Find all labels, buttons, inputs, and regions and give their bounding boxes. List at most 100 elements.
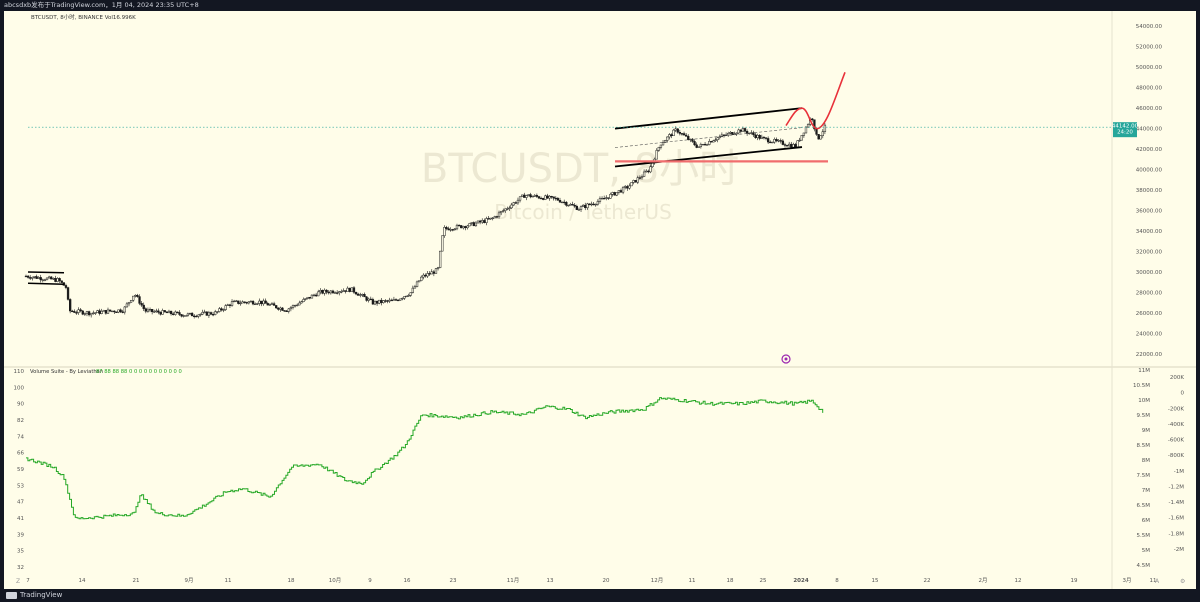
- price-tick-label: 52000.00: [1136, 45, 1163, 51]
- candle-body: [674, 128, 677, 131]
- volume-right2-tick-label: -1.8M: [1169, 531, 1185, 537]
- volume-right-tick-label: 7M: [1142, 488, 1150, 494]
- candle-body: [228, 304, 232, 306]
- candle-body: [350, 287, 354, 292]
- volume-right-tick-label: 7.5M: [1137, 473, 1151, 479]
- candle-body: [230, 301, 234, 306]
- candle-body: [514, 202, 518, 204]
- volume-right-tick-label: 10.5M: [1133, 383, 1150, 389]
- candle-body: [182, 315, 185, 317]
- candle-body: [81, 310, 84, 315]
- candle-body: [388, 299, 391, 302]
- candle-body: [169, 310, 173, 315]
- time-axis[interactable]: 7 14 21 9月 11 18 10月 9 16 23 11月 13 20 12月 11 18 25 2024 8…: [26, 577, 1156, 584]
- candle-body: [323, 289, 326, 294]
- candle-body: [144, 308, 147, 312]
- volume-line-group: [26, 397, 824, 520]
- candle-body: [243, 301, 246, 303]
- left-range-top-line: [27, 271, 65, 274]
- candle-body: [331, 290, 335, 294]
- tradingview-logo-icon: [6, 592, 17, 599]
- candle-body: [424, 274, 427, 277]
- watermark-sub: Bitcoin / TetherUS: [494, 200, 672, 224]
- channel-upper-line: [614, 107, 803, 130]
- candle-body: [758, 135, 761, 139]
- volume-left-tick-label: 110: [14, 369, 25, 375]
- target-icon[interactable]: [781, 354, 791, 364]
- candle-body: [409, 292, 412, 296]
- candle-body: [676, 128, 679, 133]
- candle-body: [420, 276, 423, 281]
- volume-indicator-legend: Volume Suite - By Leviathan: [30, 369, 103, 375]
- drawings[interactable]: [27, 72, 846, 286]
- candle-body: [300, 301, 303, 304]
- candle-body: [146, 309, 150, 312]
- candle-body: [762, 136, 766, 139]
- candle-body: [232, 300, 236, 303]
- candle-body: [714, 139, 717, 141]
- candle-body: [33, 276, 36, 278]
- price-tick-label: 28000.00: [1136, 290, 1163, 296]
- candle-body: [296, 304, 299, 307]
- candle-body: [731, 132, 734, 135]
- volume-right2-tick-label: -600K: [1168, 438, 1184, 444]
- candle-body: [31, 277, 34, 279]
- candle-body: [682, 133, 686, 136]
- candle-body: [403, 296, 406, 299]
- candle-body: [430, 271, 433, 275]
- candle-body: [537, 196, 541, 199]
- candle-body: [554, 197, 557, 200]
- candle-body: [111, 310, 114, 313]
- time-tick-label: 9: [368, 578, 372, 584]
- candle-body: [546, 195, 549, 199]
- candle-body: [373, 300, 377, 305]
- candle-body: [428, 273, 431, 275]
- candle-body: [632, 180, 635, 183]
- candle-body: [687, 136, 690, 140]
- candle-body: [340, 291, 343, 293]
- candle-body: [737, 129, 740, 134]
- candle-body: [218, 308, 221, 312]
- candle-body: [586, 203, 589, 209]
- candle-body: [283, 310, 286, 312]
- tradingview-logo[interactable]: TradingView: [6, 589, 62, 602]
- candle-body: [184, 315, 187, 317]
- volume-right-tick-label: 11M: [1138, 368, 1150, 374]
- volume-right-tick-label: 8.5M: [1137, 443, 1151, 449]
- time-tick-label: 11: [225, 578, 232, 584]
- volume-left-tick-label: 47: [17, 500, 24, 506]
- candle-body: [777, 140, 780, 142]
- candle-body: [590, 203, 593, 206]
- candle-body: [104, 310, 108, 314]
- price-axis[interactable]: 54000.00 52000.00 50000.00 48000.00 46000.00…: [1136, 24, 1163, 358]
- candle-body: [333, 292, 337, 294]
- candle-body: [115, 311, 118, 313]
- candle-body: [157, 310, 160, 313]
- candle-body: [565, 201, 568, 206]
- volume-right-tick-label: 9.5M: [1137, 413, 1151, 419]
- time-tick-label: 2月: [979, 577, 988, 584]
- candle-body: [598, 198, 602, 202]
- candle-body: [174, 311, 177, 315]
- candle-body: [529, 194, 532, 198]
- candle-body: [579, 206, 583, 210]
- candle-body: [69, 299, 72, 312]
- candle-body: [569, 204, 572, 206]
- candle-body: [100, 311, 103, 314]
- candle-body: [781, 140, 785, 145]
- candle-body: [197, 314, 200, 317]
- candle-body: [90, 312, 93, 316]
- candle-body: [26, 275, 30, 278]
- candle-body: [60, 280, 63, 283]
- volume-right2-tick-label: -1.6M: [1169, 516, 1185, 522]
- candle-body: [371, 299, 375, 305]
- candle-body: [155, 310, 158, 312]
- candle-body: [806, 124, 810, 128]
- candle-body: [716, 137, 719, 141]
- price-tick-label: 38000.00: [1136, 188, 1163, 194]
- candle-body: [605, 197, 608, 199]
- volume-axis-right[interactable]: 11M 10.5M 10M 9.5M 9M 8.5M 8M 7.5M 7M 6.5M 6M 5.5M 5…: [1133, 368, 1185, 569]
- candle-body: [470, 222, 473, 224]
- candle-body: [167, 310, 171, 314]
